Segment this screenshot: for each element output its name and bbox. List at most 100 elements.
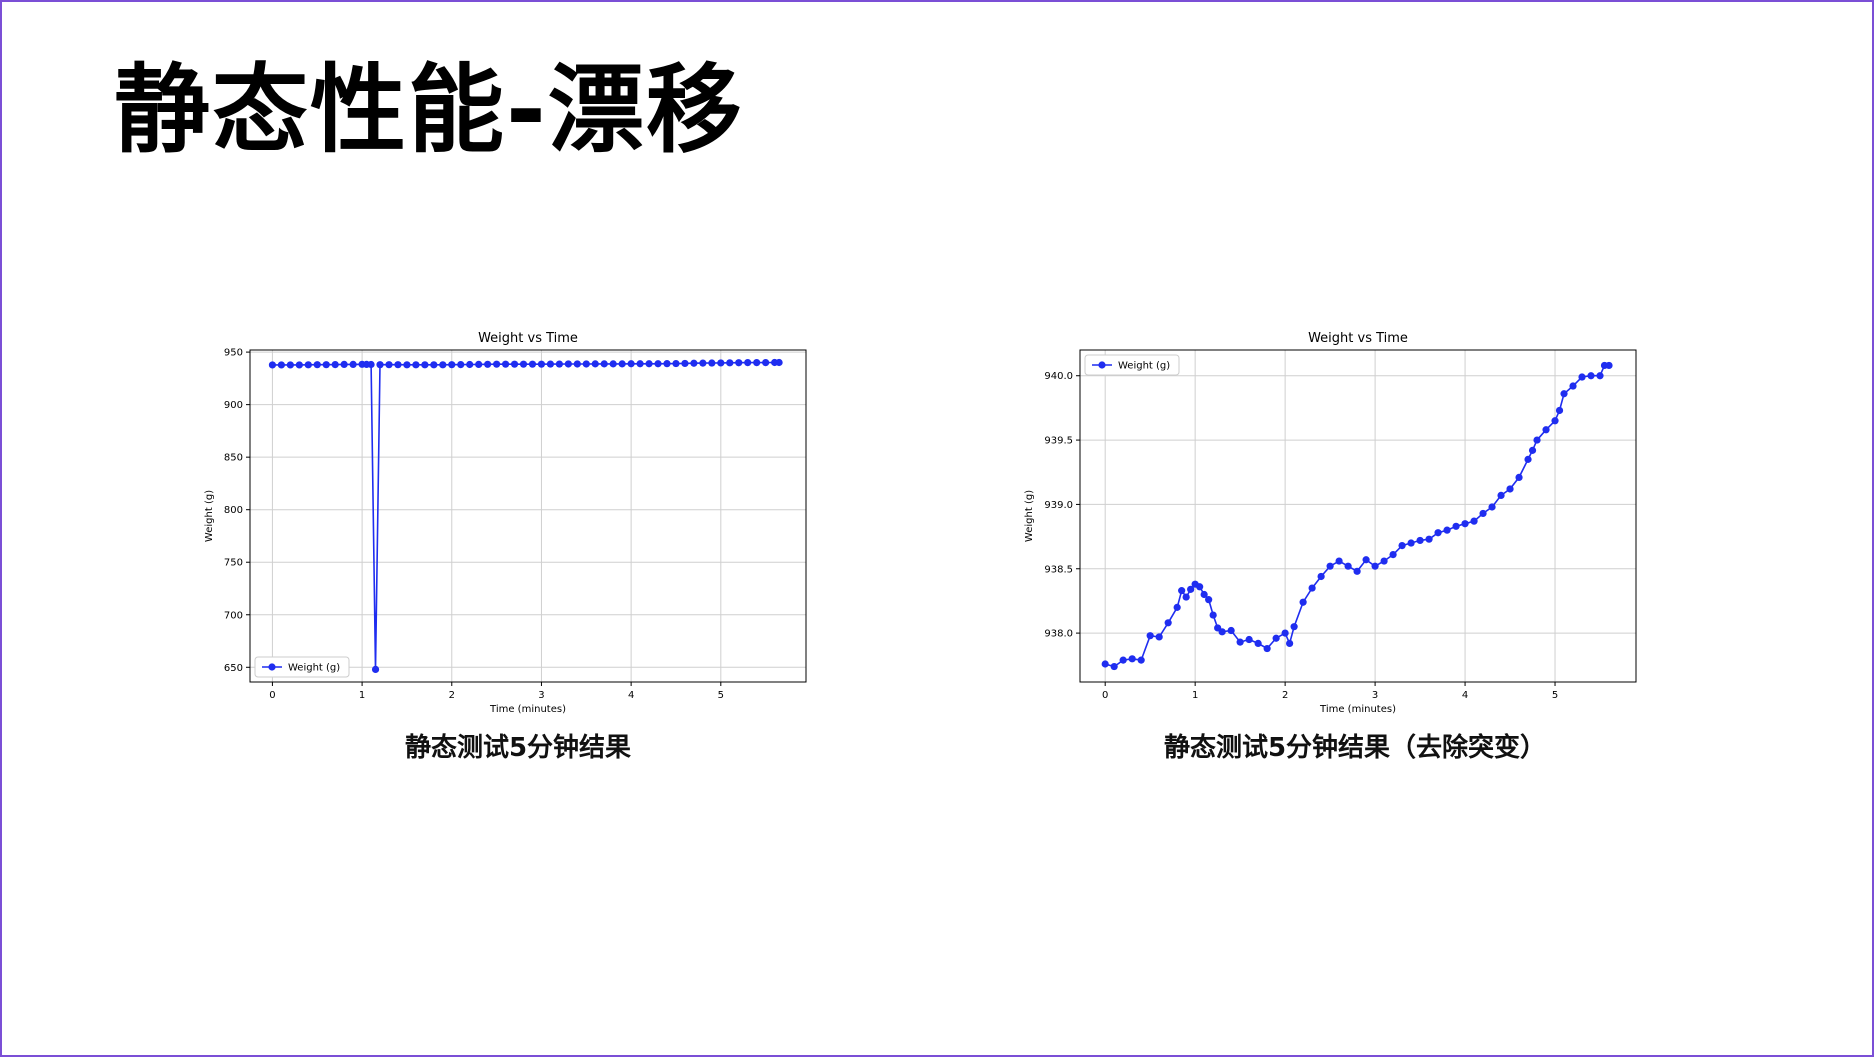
data-point xyxy=(1389,551,1397,559)
data-point xyxy=(1272,634,1280,642)
data-point xyxy=(546,360,555,368)
data-point xyxy=(1560,390,1568,398)
data-point xyxy=(1173,603,1181,611)
data-point xyxy=(1380,557,1388,565)
data-point xyxy=(582,360,590,368)
plot-frame xyxy=(249,349,807,683)
data-point xyxy=(313,361,321,369)
data-point xyxy=(1407,539,1415,547)
x-tick-label: 2 xyxy=(449,690,455,701)
y-tick-label: 939.0 xyxy=(1044,500,1073,511)
data-point xyxy=(1497,491,1505,500)
data-point xyxy=(1146,632,1154,640)
data-point xyxy=(475,360,483,368)
data-point xyxy=(564,360,572,368)
x-tick-label: 0 xyxy=(1102,690,1108,701)
data-point xyxy=(1578,373,1586,381)
data-point xyxy=(439,361,447,369)
x-axis-label: Time (minutes) xyxy=(1319,704,1396,715)
data-point xyxy=(448,361,456,369)
data-point xyxy=(1533,436,1541,444)
x-tick-label: 1 xyxy=(359,690,365,701)
data-point xyxy=(1137,656,1145,664)
data-point xyxy=(340,360,348,368)
series-line xyxy=(272,361,780,670)
data-point xyxy=(1101,660,1109,668)
data-point xyxy=(1290,623,1298,631)
data-point xyxy=(466,360,474,369)
data-point xyxy=(663,360,671,368)
data-point xyxy=(1569,382,1577,390)
chart-title: Weight vs Time xyxy=(478,331,578,346)
data-point xyxy=(1227,626,1235,635)
data-point xyxy=(268,361,277,369)
data-point xyxy=(501,360,510,368)
data-point xyxy=(1587,372,1595,380)
data-point xyxy=(1164,619,1172,627)
data-point xyxy=(1515,473,1523,481)
data-point xyxy=(672,359,680,368)
legend-marker xyxy=(268,663,276,671)
data-point xyxy=(430,361,438,369)
data-point xyxy=(322,361,330,369)
data-point xyxy=(1470,517,1478,525)
data-point xyxy=(385,361,393,369)
x-tick-label: 2 xyxy=(1282,690,1288,701)
x-axis-label: Time (minutes) xyxy=(489,704,566,715)
data-point xyxy=(1317,572,1325,581)
y-tick-label: 940.0 xyxy=(1044,371,1073,382)
x-tick-label: 5 xyxy=(1552,690,1558,701)
x-tick-label: 4 xyxy=(628,690,634,701)
data-point xyxy=(1119,656,1127,664)
data-point xyxy=(1434,529,1442,537)
data-point xyxy=(591,360,599,368)
data-point xyxy=(1452,522,1460,530)
y-tick-label: 939.5 xyxy=(1044,436,1073,447)
y-tick-label: 900 xyxy=(224,400,243,411)
data-point xyxy=(295,361,303,369)
data-point xyxy=(609,360,617,368)
data-point xyxy=(510,360,519,368)
data-point xyxy=(1398,541,1406,550)
data-point xyxy=(1425,535,1433,543)
y-tick-label: 950 xyxy=(224,348,243,359)
data-point xyxy=(457,361,465,369)
data-point xyxy=(600,360,608,368)
y-tick-label: 938.5 xyxy=(1044,564,1073,575)
data-point xyxy=(775,358,783,367)
legend-label: Weight (g) xyxy=(1118,361,1170,372)
x-tick-label: 0 xyxy=(269,690,275,701)
x-tick-label: 3 xyxy=(538,690,544,701)
data-point xyxy=(1542,426,1550,434)
data-point xyxy=(277,361,285,369)
data-point xyxy=(1506,485,1514,493)
data-point xyxy=(627,360,635,368)
data-point xyxy=(1488,503,1496,511)
data-point xyxy=(1461,520,1469,528)
data-point xyxy=(699,359,707,367)
data-point xyxy=(1299,598,1307,606)
data-point xyxy=(717,359,725,367)
data-point xyxy=(367,360,375,369)
y-axis-label: Weight (g) xyxy=(204,490,215,542)
data-point xyxy=(1254,639,1262,647)
data-point xyxy=(1196,583,1204,591)
data-point xyxy=(753,359,761,367)
data-point xyxy=(1443,526,1451,534)
data-point xyxy=(1335,557,1343,565)
data-point xyxy=(1555,406,1564,415)
data-point xyxy=(493,360,501,368)
data-point xyxy=(376,361,384,369)
y-tick-label: 700 xyxy=(224,610,243,621)
legend-label: Weight (g) xyxy=(288,663,340,674)
data-point xyxy=(1371,562,1379,570)
y-tick-label: 750 xyxy=(224,558,243,569)
data-point xyxy=(528,360,537,368)
data-point xyxy=(1218,628,1226,636)
data-point xyxy=(394,361,402,369)
data-point xyxy=(1236,638,1244,646)
data-point xyxy=(1128,655,1136,663)
caption-spike-removed: 静态测试5分钟结果（去除突变） xyxy=(1163,733,1547,763)
data-point xyxy=(726,359,734,367)
